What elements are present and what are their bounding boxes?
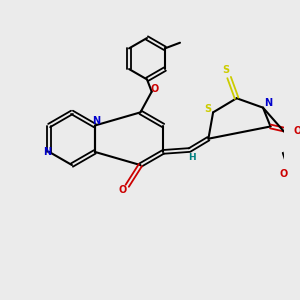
Text: H: H bbox=[189, 153, 196, 162]
Text: O: O bbox=[150, 84, 159, 94]
Text: N: N bbox=[92, 116, 100, 126]
Text: O: O bbox=[294, 126, 300, 136]
Text: S: S bbox=[204, 103, 211, 114]
Text: O: O bbox=[118, 185, 127, 196]
Text: S: S bbox=[223, 65, 230, 75]
Text: N: N bbox=[43, 147, 51, 157]
Text: N: N bbox=[264, 98, 272, 108]
Text: O: O bbox=[280, 169, 288, 179]
